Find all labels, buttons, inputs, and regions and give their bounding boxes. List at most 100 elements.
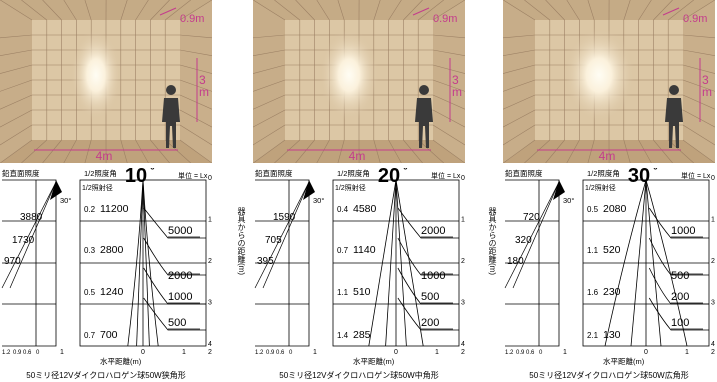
center-illuminance-value: 1140 xyxy=(353,244,376,256)
distance-from-fixture-text: 器具からの距離 xyxy=(488,207,497,263)
room-width-label: 4m xyxy=(96,149,113,163)
light-spot xyxy=(563,27,635,123)
small-angle-label: 30° xyxy=(313,196,324,205)
contour-label: 500 xyxy=(168,317,186,329)
left-ticks: 1.2 0.9 0.6 0 xyxy=(2,350,40,356)
center-illuminance-value: 130 xyxy=(603,329,621,341)
vertical-illum-lines xyxy=(1,181,57,289)
diagram-values: 3880 1730 970 0.2 0.3 0.5 0.7 11200 2800 1240 700 5… xyxy=(4,203,192,341)
half-radius-value: 2.1 xyxy=(587,331,599,340)
degree-mark: ° xyxy=(403,168,408,177)
left-ticks: 1.2 0.9 0.6 0 xyxy=(505,350,543,356)
horizontal-distance-label: 水平距離(m) xyxy=(603,356,645,366)
illuminance-diagram: 鉛直面照度 1/2照度角 30 ° 単位 = Lx 1/2照射径 30° 720… xyxy=(504,168,715,380)
panel-narrow: 0.9m 3 m 4m 鉛直面照度 1/2照度角 10 ° 単位 = Lx 1/… xyxy=(0,0,212,382)
right-ticks: 0 1 2 3 4 xyxy=(208,175,212,348)
small-angle-label: 30° xyxy=(563,196,574,205)
person-silhouette xyxy=(162,85,180,148)
half-radius-label: 1/2照射径 xyxy=(585,183,616,192)
contour-label: 1000 xyxy=(168,291,192,303)
half-radius-label: 1/2照射径 xyxy=(335,183,366,192)
degree-mark: ° xyxy=(150,168,155,177)
fixture-symbol xyxy=(553,180,565,200)
degree-mark: ° xyxy=(653,168,658,177)
fixture-symbol xyxy=(303,180,315,200)
left-ticks: 1.2 0.9 0.6 0 xyxy=(255,350,293,356)
left-tick-label: 0 xyxy=(539,350,543,356)
left-tick-label: 0.6 xyxy=(526,350,535,356)
right-tick-label: 0 xyxy=(461,175,465,182)
bottom-tick-label: 2 xyxy=(711,349,715,356)
room-height-label: 3 xyxy=(702,73,709,87)
panel-wide: 0.9m 3 m 4m 鉛直面照度 1/2照度角 30 ° 単位 = Lx 1/… xyxy=(503,0,715,382)
beam-angle: 10 xyxy=(125,168,147,187)
bottom-tick-label: 1 xyxy=(435,349,439,356)
right-tick-label: 2 xyxy=(208,258,212,265)
room-render: 0.9m 3 m 4m xyxy=(0,0,212,163)
caption: 50ミリ径12Vダイクロハロゲン球50W広角形 xyxy=(529,370,688,380)
vertical-illuminance-value: 1730 xyxy=(12,235,35,246)
vertical-illuminance-value: 180 xyxy=(507,256,524,267)
vertical-illuminance-value: 705 xyxy=(265,235,282,246)
half-angle-label: 1/2照度角 xyxy=(84,168,117,178)
room-top-label: 0.9m xyxy=(433,13,457,25)
dimension-lines xyxy=(34,7,198,151)
contour-label: 200 xyxy=(421,317,439,329)
room-height-unit: m xyxy=(199,85,209,99)
vertical-illuminance-label: 鉛直面照度 xyxy=(255,168,293,178)
right-ticks: 0 1 2 3 4 xyxy=(461,175,465,348)
right-wall xyxy=(683,0,715,163)
contour-label: 100 xyxy=(671,317,689,329)
small-angle-label: 30° xyxy=(60,196,71,205)
room-top-label: 0.9m xyxy=(683,13,707,25)
left-wall xyxy=(503,0,535,163)
bottom-tick-label: 2 xyxy=(208,349,212,356)
left-tick-label: 1.2 xyxy=(2,350,11,356)
center-illuminance-value: 700 xyxy=(100,329,118,341)
light-spot xyxy=(70,29,122,121)
bottom-tick-label: 0 xyxy=(141,349,145,356)
room-render: 0.9m 3 m 4m xyxy=(253,0,465,163)
distance-unit-text: (m) xyxy=(237,263,246,275)
left-tick-label: 0.6 xyxy=(276,350,285,356)
distance-from-fixture-text: 器具からの距離 xyxy=(237,207,246,263)
contour-label: 200 xyxy=(671,291,689,303)
diagram-values: 1590 705 395 0.4 0.7 1.1 1.4 4580 1140 510 285 2000… xyxy=(257,203,445,341)
half-radius-value: 0.3 xyxy=(84,246,96,255)
right-tick-label: 3 xyxy=(711,300,715,307)
right-tick-label: 4 xyxy=(461,341,465,348)
unit-label: 単位 = Lx xyxy=(178,171,208,180)
beam-cone xyxy=(368,179,424,347)
bottom-ticks: 1 0 1 2 xyxy=(313,349,465,356)
panel-medium: 0.9m 3 m 4m 鉛直面照度 1/2照度角 20 ° 単位 = Lx 1/… xyxy=(253,0,465,382)
vertical-illuminance-value: 3880 xyxy=(20,212,43,223)
light-spot xyxy=(319,29,379,121)
left-tick-label: 1.2 xyxy=(255,350,264,356)
right-tick-label: 0 xyxy=(208,175,212,182)
right-wall xyxy=(180,0,212,163)
half-radius-value: 0.7 xyxy=(337,246,349,255)
contour-lines xyxy=(648,207,709,331)
horizontal-distance-label: 水平距離(m) xyxy=(353,356,395,366)
vertical-illuminance-value: 720 xyxy=(523,212,540,223)
contour-label: 2000 xyxy=(168,270,192,282)
center-illuminance-value: 520 xyxy=(603,244,621,256)
center-illuminance-value: 4580 xyxy=(353,203,377,215)
vertical-illum-lines xyxy=(504,181,560,289)
room-height-label: 3 xyxy=(452,73,459,87)
right-tick-label: 0 xyxy=(711,175,715,182)
vertical-illuminance-value: 970 xyxy=(4,256,21,267)
illuminance-diagram: 鉛直面照度 1/2照度角 10 ° 単位 = Lx 1/2照射径 30° 388… xyxy=(1,168,212,380)
vertical-illuminance-value: 395 xyxy=(257,256,274,267)
dimension-lines xyxy=(287,7,451,151)
left-tick-label: 0 xyxy=(289,350,293,356)
center-illuminance-value: 510 xyxy=(353,286,371,298)
half-radius-value: 0.7 xyxy=(84,331,96,340)
contour-label: 1000 xyxy=(421,270,445,282)
half-radius-value: 0.4 xyxy=(337,205,349,214)
bottom-tick-label: 1 xyxy=(685,349,689,356)
beam-cone xyxy=(604,179,688,347)
bottom-tick-label: 1 xyxy=(182,349,186,356)
right-wall xyxy=(433,0,465,163)
half-angle-label: 1/2照度角 xyxy=(587,168,620,178)
